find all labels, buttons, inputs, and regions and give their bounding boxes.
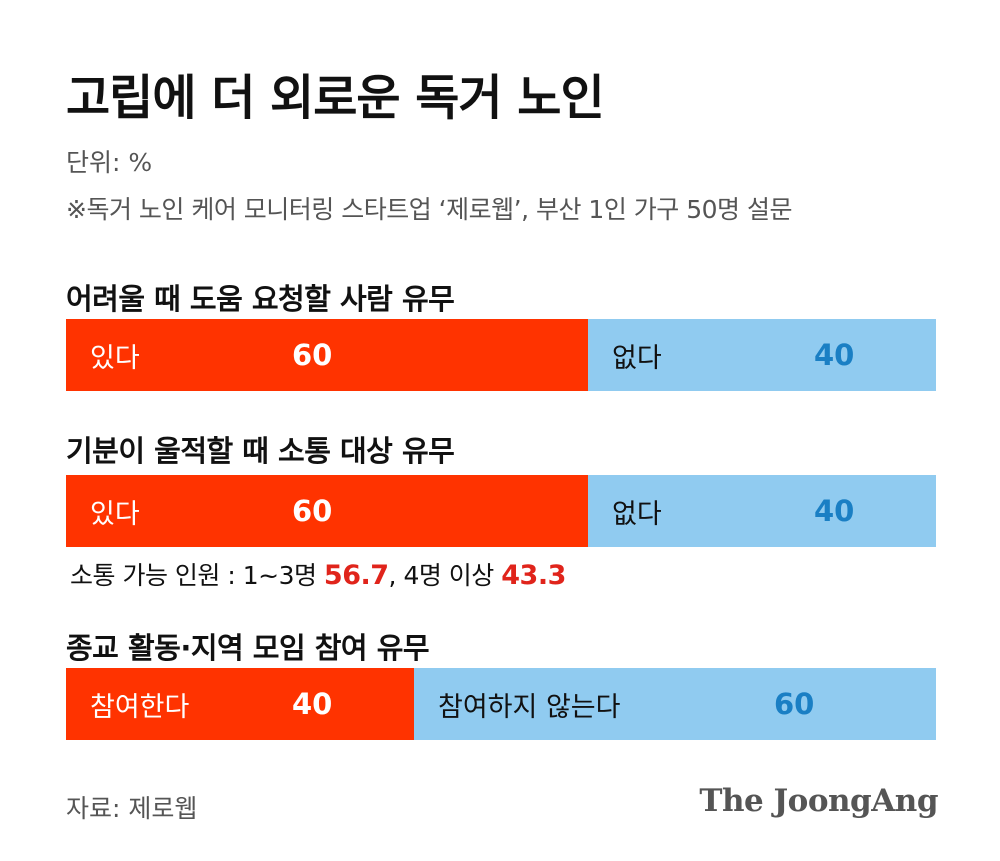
contact-count-note: 소통 가능 인원 : 1~3명 56.7, 4명 이상 43.3 xyxy=(70,556,566,592)
chart-3-title: 종교 활동·지역 모임 참여 유무 xyxy=(66,631,430,665)
brand-logo: The JoongAng xyxy=(699,783,938,819)
chart-1-yes-value: 60 xyxy=(292,338,333,372)
chart-2-no-label: 없다 xyxy=(612,498,662,530)
chart-1-bar: 있다 60 없다 40 xyxy=(66,319,936,391)
chart-2-no-value: 40 xyxy=(814,494,855,528)
chart-2-bar-no: 없다 40 xyxy=(588,475,936,547)
chart-3-bar-no: 참여하지 않는다 60 xyxy=(414,668,936,740)
chart-2-yes-label: 있다 xyxy=(90,498,140,530)
contact-note-mid: , 4명 이상 xyxy=(388,561,502,590)
chart-2-title: 기분이 울적할 때 소통 대상 유무 xyxy=(66,434,455,468)
chart-1-no-value: 40 xyxy=(814,338,855,372)
chart-1-no-label: 없다 xyxy=(612,342,662,374)
unit-label: 단위: % xyxy=(66,148,153,177)
chart-1-yes-label: 있다 xyxy=(90,342,140,374)
chart-1-title: 어려울 때 도움 요청할 사람 유무 xyxy=(66,282,455,316)
chart-3-no-label: 참여하지 않는다 xyxy=(438,691,621,723)
chart-3-yes-value: 40 xyxy=(292,687,333,721)
chart-3-bar: 참여한다 40 참여하지 않는다 60 xyxy=(66,668,936,740)
chart-2-bar: 있다 60 없다 40 xyxy=(66,475,936,547)
survey-note: ※독거 노인 케어 모니터링 스타트업 ‘제로웹’, 부산 1인 가구 50명 … xyxy=(66,195,792,224)
chart-2-bar-yes: 있다 60 xyxy=(66,475,588,547)
footer-source: 자료: 제로웹 xyxy=(66,794,198,823)
chart-1-bar-yes: 있다 60 xyxy=(66,319,588,391)
contact-note-prefix: 소통 가능 인원 : 1~3명 xyxy=(70,561,324,590)
chart-2-yes-value: 60 xyxy=(292,494,333,528)
contact-note-value-1: 56.7 xyxy=(323,560,389,591)
chart-1-bar-no: 없다 40 xyxy=(588,319,936,391)
page-title: 고립에 더 외로운 독거 노인 xyxy=(66,70,605,126)
chart-3-yes-label: 참여한다 xyxy=(90,691,190,723)
chart-3-no-value: 60 xyxy=(774,687,815,721)
contact-note-value-2: 43.3 xyxy=(501,560,566,591)
chart-3-bar-yes: 참여한다 40 xyxy=(66,668,414,740)
